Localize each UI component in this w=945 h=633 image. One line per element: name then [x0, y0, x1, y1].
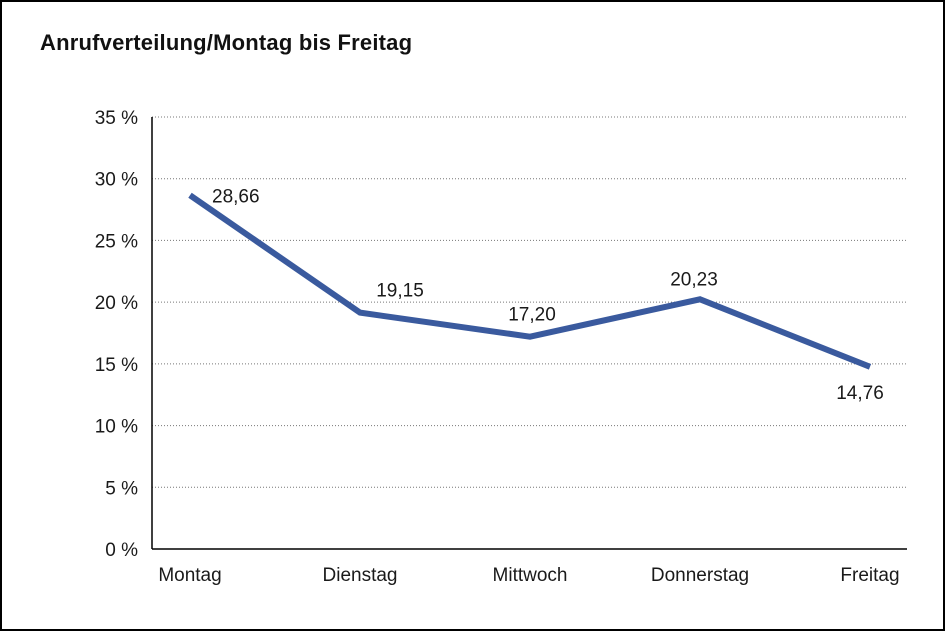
y-tick-label: 5 %: [105, 478, 138, 499]
x-category-label: Donnerstag: [651, 565, 749, 586]
y-tick-label: 30 %: [95, 170, 138, 191]
y-tick-label: 35 %: [95, 108, 138, 129]
y-tick-label: 25 %: [95, 231, 138, 252]
y-tick-label: 10 %: [95, 417, 138, 438]
x-category-label: Freitag: [840, 565, 899, 586]
y-tick-label: 0 %: [105, 540, 138, 561]
value-label: 19,15: [376, 281, 424, 302]
data-line: [188, 192, 872, 370]
x-category-label: Dienstag: [323, 565, 398, 586]
value-label: 17,20: [508, 305, 556, 326]
x-category-label: Montag: [158, 565, 221, 586]
value-label: 20,23: [670, 269, 718, 290]
y-tick-label: 20 %: [95, 293, 138, 314]
value-label: 14,76: [836, 383, 884, 404]
value-label: 28,66: [212, 186, 260, 207]
chart-title: Anrufverteilung/Montag bis Freitag: [40, 30, 413, 55]
x-category-label: Mittwoch: [493, 565, 568, 586]
y-tick-label: 15 %: [95, 355, 138, 376]
